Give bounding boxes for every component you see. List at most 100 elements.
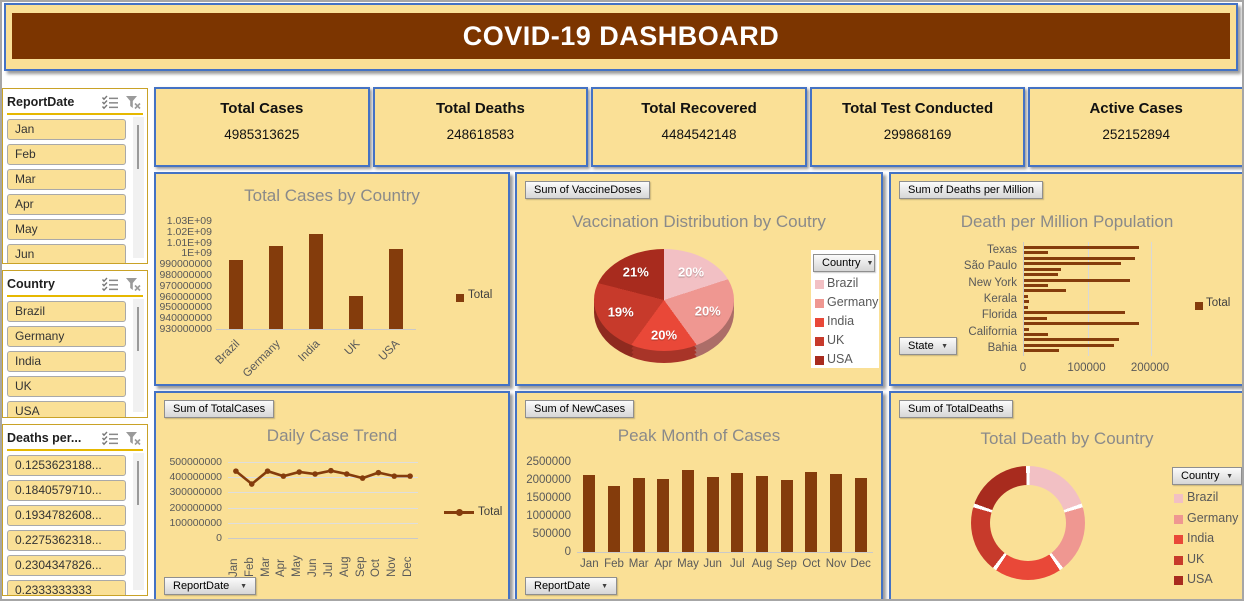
multi-select-icon[interactable] (101, 277, 120, 292)
slicer-item[interactable]: May (7, 219, 126, 240)
country-legend-button[interactable]: Country ▼ (1172, 467, 1242, 485)
slicer-item[interactable]: 0.1934782608... (7, 505, 126, 526)
pivot-field-button[interactable]: Sum of TotalDeaths (899, 400, 1013, 418)
pivot-field-button[interactable]: Sum of NewCases (525, 400, 635, 418)
x-axis-label: May (291, 555, 304, 577)
state-axis-button-label: State (908, 340, 934, 352)
slicer-item[interactable]: Brazil (7, 301, 126, 322)
plot-baseline (228, 538, 418, 539)
legend-label: Brazil (827, 276, 859, 290)
bar-mar (632, 478, 645, 552)
legend-box: Country ▼ Brazil Germany India UK USA (811, 250, 879, 368)
kpi-value: 4484542148 (661, 127, 737, 142)
reportdate-axis-button[interactable]: ReportDate ▼ (164, 577, 256, 595)
slicer-item[interactable]: Mar (7, 169, 126, 190)
slicer-item[interactable]: India (7, 351, 126, 372)
x-axis-label: Mar (259, 557, 272, 577)
y-category-label: California (968, 325, 1017, 338)
scroll-thumb[interactable] (137, 307, 139, 351)
y-tick-label: 940000000 (159, 312, 212, 325)
y-tick-label: 100000000 (169, 516, 222, 529)
trend-line (233, 467, 413, 487)
country-legend-button[interactable]: Country ▼ (813, 254, 875, 272)
x-tick-label: 200000 (1130, 362, 1170, 374)
slicer-item[interactable]: 0.2333333333 (7, 580, 126, 595)
x-axis-label: Apr (654, 558, 673, 570)
y-tick-label: 2000000 (526, 474, 571, 486)
legend-label: Total (478, 506, 503, 518)
kpi-value: 299868169 (883, 127, 952, 142)
slicer-country: Country Brazil Germany India UK USA (2, 270, 148, 418)
slicer-scrollbar[interactable] (133, 453, 144, 590)
bar-uk (349, 296, 363, 329)
y-tick-label: 950000000 (159, 301, 212, 314)
y-tick-label: 1.03E+09 (166, 215, 212, 227)
slicer-item[interactable]: Feb (7, 144, 126, 165)
slicer-item[interactable]: Apr (7, 194, 126, 215)
slicer-item[interactable]: USA (7, 401, 126, 417)
bar-india (309, 233, 323, 329)
pivot-field-button[interactable]: Sum of VaccineDoses (525, 181, 651, 199)
y-tick-label: 200000000 (169, 501, 222, 514)
bar-may (682, 470, 694, 552)
slicer-item[interactable]: 0.1253623188... (7, 455, 126, 476)
slicer-item[interactable]: 0.2275362318... (7, 530, 126, 551)
slicer-header: ReportDate (7, 91, 143, 115)
slicer-scrollbar[interactable] (133, 117, 144, 258)
legend-label: India (827, 314, 855, 328)
clear-filter-icon[interactable] (124, 95, 143, 110)
bar-jan (583, 475, 596, 552)
x-axis-label: Aug (751, 558, 773, 570)
pivot-field-button[interactable]: Sum of Deaths per Million (899, 181, 1043, 199)
slicer-scrollbar[interactable] (133, 299, 144, 412)
plot-area (216, 221, 416, 330)
country-legend-button-label: Country (1181, 470, 1220, 482)
dropdown-caret-icon: ▼ (1226, 472, 1233, 480)
slicer-item[interactable]: 0.1840579710... (7, 480, 126, 501)
dropdown-caret-icon: ▼ (941, 342, 948, 350)
kpi-value: 4985313625 (224, 127, 300, 142)
pie-chart: 20% 20% 20% 19% 21% (594, 249, 734, 363)
bar-sep (780, 480, 793, 552)
kpi-card-total-test-conducted: Total Test Conducted 299868169 (809, 87, 1026, 167)
state-axis-button[interactable]: State ▼ (899, 337, 957, 355)
bar (1024, 294, 1029, 298)
reportdate-axis-button-label: ReportDate (534, 580, 591, 592)
bar-germany (269, 245, 283, 329)
legend-label: USA (1187, 572, 1213, 587)
pie-surface (594, 249, 734, 351)
y-tick-label: 400000000 (169, 471, 222, 484)
pivot-field-button[interactable]: Sum of TotalCases (164, 400, 275, 418)
slicer-item[interactable]: 0.2304347826... (7, 555, 126, 576)
multi-select-icon[interactable] (101, 431, 120, 446)
y-tick-label: 2500000 (526, 456, 571, 468)
chart-title: Daily Case Trend (266, 426, 398, 445)
reportdate-axis-button[interactable]: ReportDate ▼ (525, 577, 617, 595)
chart-title: Vaccination Distribution by Coutry (572, 212, 826, 231)
slicer-title: Country (7, 277, 55, 291)
x-axis-label: Nov (825, 558, 847, 570)
slicer-item[interactable]: Jun (7, 244, 126, 263)
bar (1024, 343, 1114, 347)
x-axis-label: Apr (275, 559, 288, 577)
slicer-item[interactable]: UK (7, 376, 126, 397)
bar-usa (389, 249, 403, 329)
bar (1024, 256, 1135, 260)
clear-filter-icon[interactable] (124, 277, 143, 292)
y-category-label: Bahia (987, 341, 1017, 354)
slicer-item[interactable]: Jan (7, 119, 126, 140)
slicer-reportdate: ReportDate Jan Feb Mar Apr May Jun (2, 88, 148, 264)
bar (1024, 305, 1029, 309)
multi-select-icon[interactable] (101, 95, 120, 110)
chart-panel-total-cases-by-country: Total Cases by Country 1.03E+09 1.02E+09 1.… (154, 172, 510, 386)
kpi-label: Total Test Conducted (842, 100, 994, 117)
scroll-thumb[interactable] (137, 125, 139, 169)
kpi-label: Total Deaths (435, 100, 525, 117)
gridline (1151, 242, 1152, 356)
kpi-row: Total Cases 4985313625 Total Deaths 2486185… (154, 87, 1242, 167)
scroll-thumb[interactable] (137, 461, 139, 505)
clear-filter-icon[interactable] (124, 431, 143, 446)
x-tick-label: 100000 (1067, 362, 1106, 374)
legend-marker-india (1174, 535, 1183, 545)
slicer-item[interactable]: Germany (7, 326, 126, 347)
